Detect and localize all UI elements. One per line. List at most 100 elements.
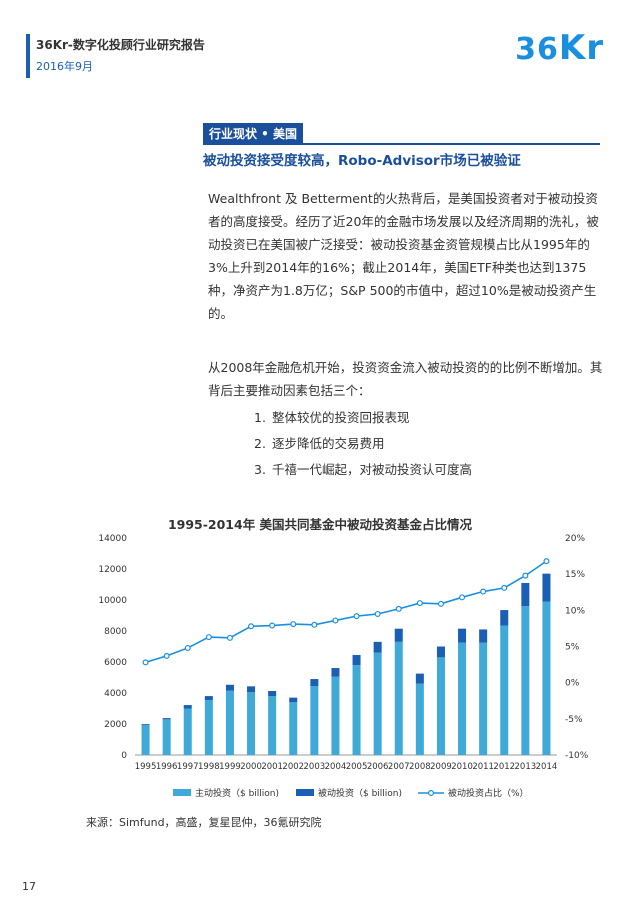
header-accent-bar [26,34,30,78]
passive-fund-chart: 0 2000 4000 6000 8000 10000 12000 14000 -10% -5% 0… [98,534,589,799]
x-tick-label: 2005 [346,762,368,772]
ratio-point [437,600,444,607]
ratio-point [522,572,529,579]
bar-passive [225,684,234,691]
y-tick-label-left: 8000 [104,627,127,637]
y-tick-label-right: 5% [565,643,580,653]
chart-title: 1995-2014年 美国共同基金中被动投资基金占比情况 [167,517,473,532]
bar-passive [542,573,551,602]
bar-passive [183,705,192,709]
page-number: 17 [22,880,36,893]
ratio-point [395,605,402,612]
y-tick-label-right: 20% [565,534,585,544]
bar-passive [394,628,403,642]
bar-active [521,606,530,755]
x-tick-label: 1997 [177,762,199,772]
bar-passive [141,724,150,725]
bar-active [436,657,445,755]
x-tick-label: 1995 [135,762,157,772]
bar-passive [521,582,530,607]
bar-active [247,692,256,755]
y-tick-label-right: 10% [565,606,585,616]
x-tick-label: 2001 [261,762,283,772]
x-tick-label: 2007 [388,762,410,772]
ratio-point [205,634,212,641]
bar-active [500,625,509,755]
x-tick-label: 1999 [219,762,241,772]
ratio-point [311,621,318,628]
bar-passive [310,679,319,687]
ratio-point [480,588,487,595]
x-tick-label: 1998 [198,762,220,772]
x-tick-label: 2012 [493,762,515,772]
report-title: 36Kr-数字化投顾行业研究报告 [36,38,205,52]
ratio-point [374,610,381,617]
bar-passive [331,668,340,677]
list-item: 1. 整体较优的投资回报表现 [254,410,410,425]
bar-active [141,724,150,755]
bar-passive [268,690,277,697]
bar-active [204,699,213,755]
legend-label-ratio: 被动投资占比（%） [448,787,529,799]
y-tick-label-right: 0% [565,679,580,689]
legend-label-active: 主动投资（$ billion) [195,787,279,799]
y-tick-label-left: 12000 [98,565,127,575]
x-tick-label: 2003 [304,762,326,772]
report-date: 2016年9月 [36,60,93,73]
ratio-point [501,584,508,591]
ratio-line [145,560,547,664]
legend-swatch-active [173,789,191,796]
bar-passive [204,696,213,700]
x-tick-label: 2002 [282,762,304,772]
factor-list: 1. 整体较优的投资回报表现 2. 逐步降低的交易费用 3. 千禧一代崛起，对被动投资… [254,405,472,483]
bar-active [373,652,382,755]
ratio-point [416,600,423,607]
y-tick-label-left: 0 [121,751,127,761]
bar-passive [289,697,298,703]
bar-passive [479,629,488,643]
section-subtitle: 被动投资接受度较高，Robo-Advisor市场已被验证 [203,143,600,169]
ratio-point [459,594,466,601]
y-tick-label-right: -10% [565,751,589,761]
bar-active [310,686,319,755]
legend-label-passive: 被动投资（$ billion) [318,787,402,799]
x-tick-label: 2000 [240,762,262,772]
ratio-point [142,659,149,666]
y-tick-label-right: -5% [565,715,583,725]
list-item: 3. 千禧一代崛起，对被动投资认可度高 [254,462,473,477]
list-item: 2. 逐步降低的交易费用 [254,436,385,451]
bar-passive [247,686,256,693]
paragraph-1: Wealthfront 及 Betterment的火热背后，是美国投资者对于被动… [208,191,599,321]
bar-passive [373,641,382,653]
x-tick-label: 2014 [536,762,558,772]
x-tick-label: 2006 [367,762,389,772]
y-tick-label-left: 6000 [104,658,127,668]
y-tick-label-left: 4000 [104,689,127,699]
logo-36kr: 36Kr [515,28,604,68]
paragraph-2: 从2008年金融危机开始，投资资金流入被动投资的的比例不断增加。其背后主要推动因… [208,360,603,398]
x-tick-label: 2004 [325,762,347,772]
bar-active [352,665,361,755]
ratio-point [332,617,339,624]
y-tick-label-left: 10000 [98,596,127,606]
section-tag: 行业现状 • 美国 [203,123,304,144]
bar-active [394,641,403,755]
ratio-point [269,622,276,629]
bar-active [458,642,467,755]
source-note: 来源：Simfund，高盛，复星昆仲，36氪研究院 [86,816,322,829]
bar-passive [162,718,171,720]
x-tick-label: 2011 [472,762,494,772]
ratio-point [184,644,191,651]
y-tick-label-right: 15% [565,570,585,580]
bar-active [289,702,298,755]
bar-active [162,719,171,755]
ratio-point [163,652,170,659]
x-tick-label: 1996 [156,762,178,772]
x-tick-label: 2008 [409,762,431,772]
bar-passive [436,646,445,658]
bar-active [415,683,424,755]
legend-swatch-passive [296,789,314,796]
x-tick-label: 2010 [451,762,473,772]
ratio-point [248,623,255,630]
bar-active [331,676,340,755]
